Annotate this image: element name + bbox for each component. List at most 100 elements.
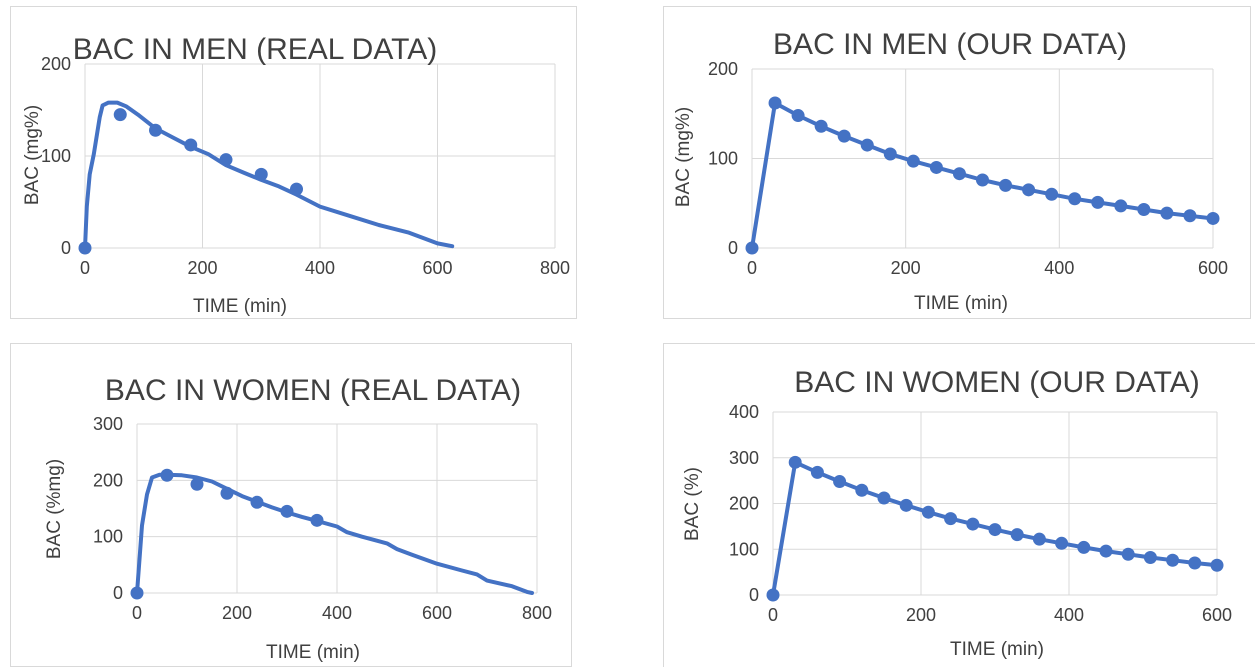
data-point xyxy=(1160,206,1174,220)
data-point xyxy=(1114,199,1128,213)
series-line xyxy=(83,100,455,250)
data-point xyxy=(966,517,980,531)
x-axis-label: TIME (min) xyxy=(193,296,287,317)
data-point xyxy=(1068,192,1082,206)
data-point xyxy=(1183,209,1197,223)
x-tick-label: 0 xyxy=(747,258,757,278)
data-point xyxy=(254,167,268,181)
data-point xyxy=(290,182,303,196)
y-tick-label: 100 xyxy=(41,146,71,166)
y-tick-label: 100 xyxy=(708,149,738,169)
data-point xyxy=(883,147,897,161)
data-point xyxy=(149,123,162,137)
data-point xyxy=(78,241,92,255)
chart-title: BAC IN MEN (OUR DATA) xyxy=(773,28,1127,61)
y-tick-label: 100 xyxy=(93,527,123,547)
y-tick-label: 200 xyxy=(708,59,738,79)
chart-men-real: 0 100 200 0 200 400 600 800 BAC IN MEN (REAL DAT… xyxy=(22,33,570,317)
y-axis-label: BAC (mg%) xyxy=(22,105,43,205)
data-point xyxy=(184,138,198,152)
y-tick-label: 0 xyxy=(113,583,123,603)
data-point xyxy=(855,483,869,497)
x-tick-label: 800 xyxy=(540,258,570,278)
x-axis-label: TIME (min) xyxy=(950,639,1044,660)
data-point xyxy=(999,178,1013,192)
chart-women-real: 0 100 200 300 0 200 400 600 800 BAC IN WOMEN (REA… xyxy=(44,374,552,663)
y-tick-label: 300 xyxy=(729,448,759,468)
chart-men-ours: 0 100 200 0 200 400 600 BAC IN MEN (OUR DATA) TI… xyxy=(673,28,1228,314)
data-point xyxy=(814,119,828,133)
chart-panel-men-real: 0 100 200 0 200 400 600 800 BAC IN MEN (REAL DAT… xyxy=(10,6,577,319)
data-point xyxy=(976,173,989,187)
data-point xyxy=(877,491,891,505)
data-point xyxy=(837,129,851,143)
x-tick-label: 200 xyxy=(187,258,217,278)
data-point xyxy=(1077,540,1091,554)
data-point xyxy=(1210,558,1224,572)
x-tick-label: 200 xyxy=(906,605,936,625)
x-tick-label: 200 xyxy=(222,603,252,623)
x-tick-label: 600 xyxy=(1202,605,1232,625)
y-tick-label: 0 xyxy=(749,585,759,605)
data-point xyxy=(220,486,234,500)
data-point xyxy=(788,455,802,469)
data-point xyxy=(1143,550,1157,564)
data-point xyxy=(1206,211,1220,225)
data-point xyxy=(791,109,805,123)
data-point xyxy=(929,160,943,174)
x-tick-label: 400 xyxy=(322,603,352,623)
data-point xyxy=(130,586,144,600)
series-line xyxy=(135,472,534,595)
x-tick-label: 800 xyxy=(522,603,552,623)
y-tick-label: 0 xyxy=(61,238,71,258)
chart-panel-women-real: 0 100 200 300 0 200 400 600 800 BAC IN WOMEN (REA… xyxy=(10,343,572,667)
data-point xyxy=(1137,203,1151,217)
data-point xyxy=(310,513,324,527)
data-point xyxy=(250,495,264,509)
x-tick-label: 600 xyxy=(1198,258,1228,278)
data-point xyxy=(899,498,913,512)
x-tick-label: 400 xyxy=(305,258,335,278)
data-point xyxy=(921,505,935,519)
data-point xyxy=(280,504,294,518)
x-tick-label: 600 xyxy=(422,603,452,623)
data-point xyxy=(768,96,782,110)
y-axis-label: BAC (%) xyxy=(682,467,703,541)
data-point xyxy=(1121,547,1135,561)
y-tick-label: 0 xyxy=(728,238,738,258)
chart-panel-men-ours: 0 100 200 0 200 400 600 BAC IN MEN (OUR DATA) TI… xyxy=(663,6,1251,319)
data-point xyxy=(1055,536,1069,550)
chart-title: BAC IN WOMEN (REAL DATA) xyxy=(105,374,521,407)
x-tick-label: 0 xyxy=(768,605,778,625)
y-tick-label: 200 xyxy=(41,54,71,74)
data-point xyxy=(906,154,920,168)
data-point xyxy=(1010,528,1024,542)
data-point xyxy=(1091,195,1105,209)
x-tick-label: 600 xyxy=(422,258,452,278)
data-point xyxy=(1099,544,1113,558)
data-point xyxy=(160,468,174,482)
data-point xyxy=(1022,183,1036,197)
chart-panel-women-ours: 0 100 200 300 400 0 200 400 600 BAC IN WOMEN (OUR… xyxy=(663,343,1255,667)
chart-women-ours: 0 100 200 300 400 0 200 400 600 BAC IN WOMEN (OUR… xyxy=(682,366,1232,660)
data-point xyxy=(860,138,874,152)
y-tick-label: 100 xyxy=(729,539,759,559)
data-point xyxy=(113,108,127,122)
x-tick-label: 0 xyxy=(132,603,142,623)
data-point xyxy=(190,477,204,491)
data-point xyxy=(219,153,233,167)
x-tick-label: 400 xyxy=(1054,605,1084,625)
data-point xyxy=(745,241,759,255)
x-tick-label: 0 xyxy=(80,258,90,278)
data-point xyxy=(988,523,1002,537)
data-point xyxy=(944,512,958,526)
y-tick-label: 200 xyxy=(729,494,759,514)
data-point xyxy=(766,588,780,602)
y-axis-label: BAC (mg%) xyxy=(673,107,694,207)
y-tick-label: 400 xyxy=(729,402,759,422)
data-point xyxy=(1166,553,1180,567)
y-axis-label: BAC (%mg) xyxy=(44,459,65,559)
chart-title: BAC IN WOMEN (OUR DATA) xyxy=(794,366,1200,399)
data-point xyxy=(952,167,966,181)
x-tick-label: 200 xyxy=(891,258,921,278)
